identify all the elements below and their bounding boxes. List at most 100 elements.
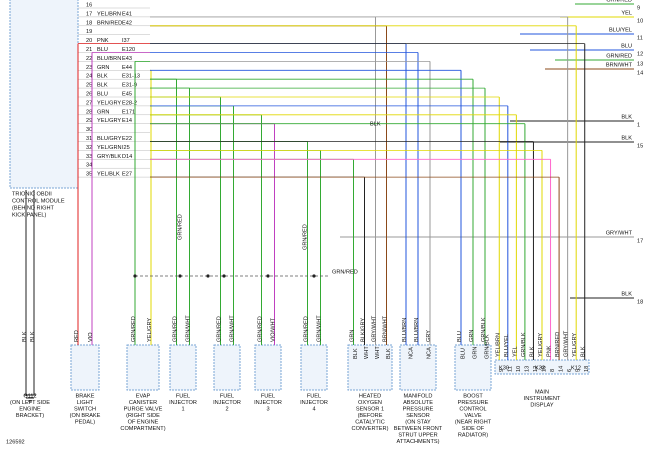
wire-label: BLU <box>621 43 632 49</box>
component-box <box>254 344 282 391</box>
pin-code: I37 <box>122 38 130 44</box>
pin-number: 17 <box>86 11 92 17</box>
wire-number: 14 <box>637 70 643 76</box>
pin-wire: BRN/RED <box>97 20 122 26</box>
wire-label: GRY/WHT <box>564 330 570 357</box>
pin-label: 8 <box>550 369 556 372</box>
wire-label: BLU/BRN <box>414 318 420 342</box>
pin-number: 24 <box>86 74 92 80</box>
pin-label: BLU <box>460 348 466 359</box>
wire-label: GRN/RED <box>177 214 183 240</box>
component-label: SENSOR <box>406 413 430 419</box>
pin-label: 5 <box>576 369 582 372</box>
component-label: BETWEEN FRONT <box>394 426 443 432</box>
component-label: FUEL <box>176 393 190 399</box>
component-label: VALVE <box>464 413 481 419</box>
pin-label: 14 <box>559 366 565 372</box>
pin-label: 16 <box>541 366 547 372</box>
component-label: BRAKE <box>76 393 95 399</box>
component-label: BRACKET) <box>16 413 44 419</box>
component-label: LIGHT <box>77 400 94 406</box>
component-label: ENGINE <box>19 406 41 412</box>
component-label: 3 <box>266 406 269 412</box>
pin-number: 26 <box>86 91 92 97</box>
pin-code: E22 <box>122 136 132 142</box>
wire-label: GRN/WHT <box>316 315 322 342</box>
pin-wire: BLU/BRN <box>97 56 121 62</box>
wire-number: 1 <box>637 122 640 128</box>
component-label: FUEL <box>220 393 234 399</box>
pin-wire: BLK <box>97 83 108 89</box>
connector-label: K32 <box>535 365 545 371</box>
component-label: SENSOR 1 <box>356 406 384 412</box>
component-box <box>126 344 160 391</box>
pin-wire: YEL/GRN <box>97 145 122 151</box>
wire-label: GRN/RED <box>216 316 222 342</box>
wire-label: PNK <box>547 345 553 357</box>
splice-dot <box>312 274 316 278</box>
component-label: INJECTOR <box>213 400 241 406</box>
component-label: FUEL <box>307 393 321 399</box>
pin-wire: GRN <box>97 109 109 115</box>
pin-number: 32 <box>86 145 92 151</box>
component-label: PRESSURE <box>458 400 489 406</box>
pin-wire: YEL/BLK <box>97 172 120 178</box>
wire-label: YEL/GRY <box>147 318 153 342</box>
pin-wire: BLU <box>97 47 108 53</box>
pin-wire: BLU/GRY <box>97 136 122 142</box>
pin-wire: YEL/GRY <box>97 118 121 124</box>
component-label: PURGE VALVE <box>124 406 163 412</box>
pin-number: 27 <box>86 100 92 106</box>
pin-wire: YEL/GRY <box>97 100 121 106</box>
connector-label: K12 <box>571 365 581 371</box>
component-label: G112 <box>23 393 36 399</box>
component-box <box>399 344 437 391</box>
pin-number: 29 <box>86 118 92 124</box>
pin-number: 19 <box>86 29 92 35</box>
pin-label: 12 <box>533 366 539 372</box>
pin-number: 34 <box>86 163 92 169</box>
pin-number: 21 <box>86 47 92 53</box>
wire-label: BLU/YEL <box>504 334 510 357</box>
component-label: 2 <box>225 406 228 412</box>
component-label: 4 <box>312 406 315 412</box>
component-label: (ON LEFT SIDE <box>10 400 50 406</box>
wire-label: GRN/WHT <box>185 315 191 342</box>
pin-wire: BLK <box>97 74 108 80</box>
control-module <box>9 0 79 189</box>
pin-number: 22 <box>86 56 92 62</box>
module-label: (BEHIND RIGHT <box>12 205 55 211</box>
pin-number: 20 <box>86 38 92 44</box>
component-box <box>169 344 197 391</box>
pin-label: GRN <box>472 347 478 359</box>
pin-code: E171 <box>122 109 135 115</box>
pin-label: 11 <box>507 366 513 372</box>
wire-label: GRN/RED <box>131 316 137 342</box>
component-label: MANIFOLD <box>404 393 433 399</box>
wire-label: GRN/RED <box>332 269 358 275</box>
wire-label: BLK <box>621 291 632 297</box>
pin-label: NCA <box>426 347 432 359</box>
component-label: DISPLAY <box>530 402 553 408</box>
wire-label: BLU/YEL <box>609 27 632 33</box>
pin-label: 10 <box>516 366 522 372</box>
component-label: SWITCH <box>74 406 96 412</box>
splice-dot <box>178 274 182 278</box>
pin-number: 23 <box>86 65 92 71</box>
component-label: OF ENGINE <box>128 419 159 425</box>
component-label: (ON BRAKE <box>70 413 101 419</box>
pin-code: E28-2 <box>122 100 137 106</box>
component-box <box>347 344 393 391</box>
component-label: SIDE OF <box>462 426 485 432</box>
wire-number: 12 <box>637 51 643 57</box>
wire-label: BLK <box>370 121 381 127</box>
pin-label: 13 <box>524 366 530 372</box>
splice-dot <box>222 274 226 278</box>
component-label: ABSOLUTE <box>403 400 433 406</box>
pin-code: D14 <box>122 154 132 160</box>
pin-number: 18 <box>86 20 92 26</box>
wire-label: BLU <box>457 331 463 342</box>
component-label: (BEFORE <box>358 413 383 419</box>
component-label: INSTRUMENT <box>524 396 561 402</box>
